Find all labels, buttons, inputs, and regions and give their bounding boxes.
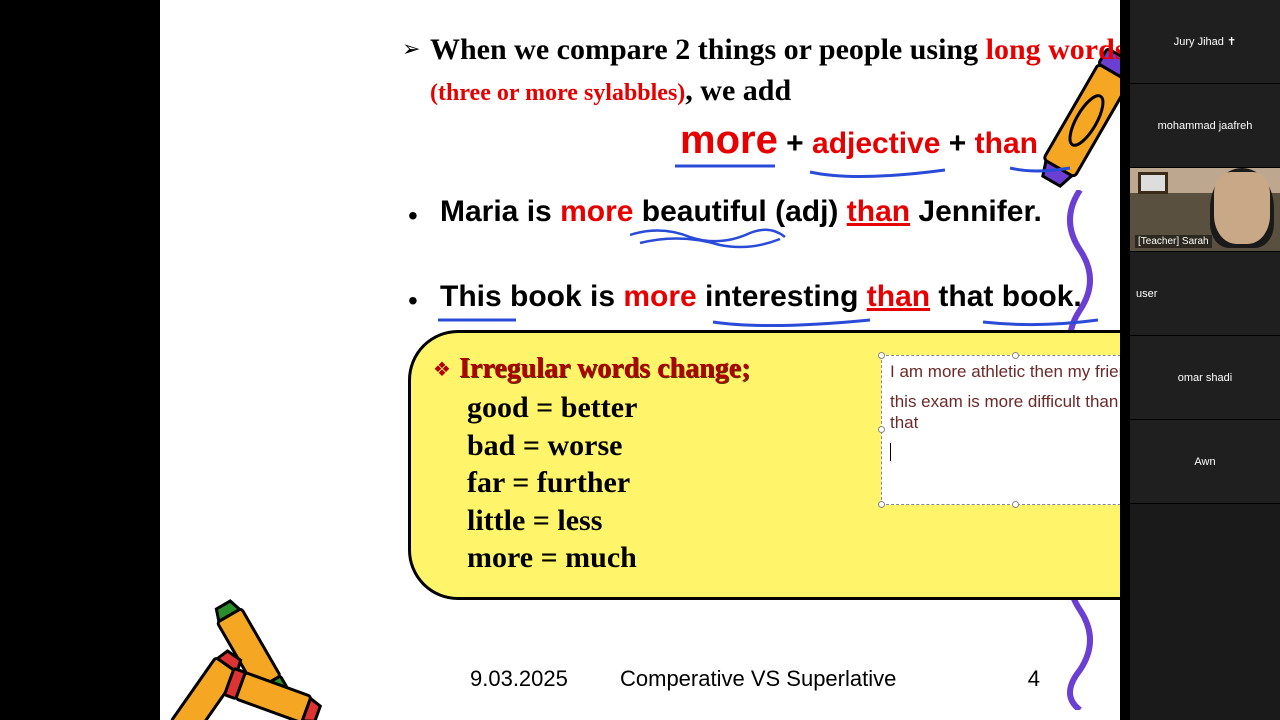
annotation-scribble xyxy=(630,225,790,255)
ex1-a: Maria is xyxy=(440,195,560,228)
diamond-bullet-icon: ❖ xyxy=(433,357,451,382)
arrow-bullet-icon: ➢ xyxy=(402,36,420,62)
irregular-row: bad = worse xyxy=(467,427,637,465)
rule-suffix: , we add xyxy=(685,74,791,107)
slide: ➢ When we compare 2 things or people usi… xyxy=(160,0,1120,720)
irregular-list: good = better bad = worse far = further … xyxy=(467,389,637,577)
textbox-line1: I am more athletic then my friend xyxy=(890,362,1120,382)
panel-filler xyxy=(1130,504,1280,720)
ex1-b: beautiful (adj) xyxy=(633,195,846,228)
resize-handle[interactable] xyxy=(878,426,885,433)
irregular-box: ❖ Irregular words change; good = better … xyxy=(408,330,1120,600)
rule-text: When we compare 2 things or people using… xyxy=(430,30,1120,111)
irregular-row: little = less xyxy=(467,502,637,540)
participant-name: mohammad jaafreh xyxy=(1158,120,1253,132)
text-cursor xyxy=(890,443,891,461)
ex2-a: This book is xyxy=(440,280,623,313)
resize-handle[interactable] xyxy=(878,352,885,359)
rule-syllables: (three or more sylabbles) xyxy=(430,80,685,106)
formula-plus1: + xyxy=(778,127,812,160)
annotation-underline xyxy=(438,312,1118,332)
formula-more: more xyxy=(680,118,778,162)
ex2-b: interesting xyxy=(697,280,867,313)
rule-prefix: When we compare 2 things or people using xyxy=(430,33,986,66)
irregular-row: more = much xyxy=(467,539,637,577)
example-2: This book is more interesting than that … xyxy=(440,280,1082,314)
participant-name: Awn xyxy=(1194,456,1215,468)
example-1: Maria is more beautiful (adj) than Jenni… xyxy=(440,195,1042,229)
bullet-dot: • xyxy=(408,285,418,317)
participant-video-tile[interactable]: [Teacher] Sarah xyxy=(1130,168,1280,252)
resize-handle[interactable] xyxy=(878,501,885,508)
formula: more + adjective + than xyxy=(680,118,1038,163)
resize-handle[interactable] xyxy=(1012,501,1019,508)
resize-handle[interactable] xyxy=(1012,352,1019,359)
irregular-row: good = better xyxy=(467,389,637,427)
slide-page-number: 4 xyxy=(1028,666,1040,692)
presentation-area: ➢ When we compare 2 things or people usi… xyxy=(0,0,1130,720)
crayons-icon xyxy=(160,560,360,720)
participant-name: [Teacher] Sarah xyxy=(1135,235,1212,248)
picture-frame-icon xyxy=(1138,172,1168,194)
annotation-textbox[interactable]: I am more athletic then my friend this e… xyxy=(881,355,1120,505)
participant-tile[interactable]: Awn xyxy=(1130,420,1280,504)
participants-panel: Jury Jihad ✝ mohammad jaafreh [Teacher] … xyxy=(1130,0,1280,720)
ex2-more: more xyxy=(623,280,696,313)
bullet-dot: • xyxy=(408,200,418,232)
slide-title: Comperative VS Superlative xyxy=(620,666,896,692)
ex2-c: that book. xyxy=(930,280,1082,313)
irregular-row: far = further xyxy=(467,464,637,502)
participant-tile[interactable]: user xyxy=(1130,252,1280,336)
formula-adj: adjective xyxy=(812,127,940,160)
ex1-c: Jennifer. xyxy=(910,195,1042,228)
ex1-more: more xyxy=(560,195,633,228)
participant-name: user xyxy=(1136,288,1157,300)
participant-tile[interactable]: mohammad jaafreh xyxy=(1130,84,1280,168)
participant-name: omar shadi xyxy=(1178,372,1232,384)
formula-plus2: + xyxy=(940,127,974,160)
formula-than: than xyxy=(975,127,1038,160)
slide-date: 9.03.2025 xyxy=(470,666,568,692)
participant-name: Jury Jihad ✝ xyxy=(1174,35,1236,48)
person-face xyxy=(1214,172,1270,244)
irregular-title: Irregular words change; xyxy=(459,353,750,385)
participant-tile[interactable]: Jury Jihad ✝ xyxy=(1130,0,1280,84)
ex2-than: than xyxy=(867,280,930,313)
rule-long-words: long words xyxy=(986,33,1120,66)
participant-tile[interactable]: omar shadi xyxy=(1130,336,1280,420)
textbox-line2: this exam is more difficult than that xyxy=(890,392,1120,433)
ex1-than: than xyxy=(847,195,910,228)
